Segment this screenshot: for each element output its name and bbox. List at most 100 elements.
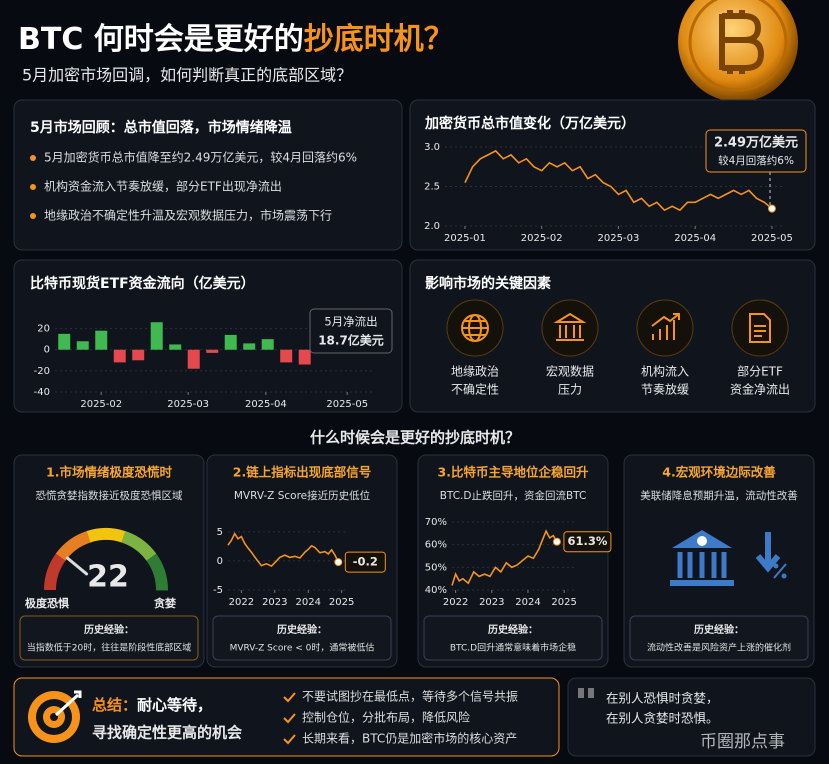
- gauge-band: [146, 553, 168, 591]
- macro-icons: [670, 530, 787, 586]
- history-title: 历史经验：: [488, 623, 538, 636]
- bar: [113, 349, 126, 363]
- card-title: 1.市场情绪极度恐慌时: [46, 465, 172, 480]
- quote: 在别人贪婪时恐惧。: [606, 711, 719, 726]
- check-icons: [283, 692, 296, 745]
- card-desc: 美联储降息预期升温，流动性改善: [640, 489, 798, 502]
- title-highlight: 抄底时机？: [304, 22, 454, 57]
- x-tick-label: 2022: [229, 597, 254, 608]
- line: [451, 529, 558, 586]
- target-icon: [28, 690, 82, 743]
- card: [13, 454, 205, 668]
- card-desc: BTC.D止跌回升，资金回流BTC: [440, 489, 587, 502]
- annotation-box: [705, 129, 807, 173]
- y-tick-label: 3.0: [424, 142, 440, 153]
- history-title: 历史经验：: [694, 623, 744, 636]
- history-text: MVRV-Z Score < 0时，通常被低估: [230, 642, 375, 654]
- history-title: 历史经验：: [277, 623, 327, 636]
- review-title: 5月市场回顾：总市值回落，市场情绪降温: [30, 119, 292, 136]
- summary-bullet: 不要试图抄在最低点，等待多个信号共振: [302, 689, 518, 704]
- gauge-band: [55, 530, 92, 561]
- end-point: [767, 204, 776, 213]
- bar: [298, 349, 311, 365]
- y-tick-label: 70%: [425, 517, 447, 528]
- bullet-dot: [30, 184, 36, 190]
- x-tick-label: 2025: [329, 597, 354, 608]
- review-panel: [13, 99, 403, 251]
- gauge-band: [86, 528, 126, 543]
- summary-bullet: 控制仓位，分批布局，降低风险: [302, 710, 470, 725]
- x-tick-label: 2025-04: [245, 399, 287, 410]
- history-box: [19, 615, 199, 661]
- card-title: 4.宏观环境边际改善: [662, 465, 776, 480]
- y-tick-label: 2.5: [424, 182, 440, 193]
- btcd-chart: 70% 60% 50% 40%2022 2023 2024 2025 61.3%: [425, 517, 612, 608]
- y-tick-label: 20: [37, 324, 50, 335]
- card: [417, 454, 609, 668]
- review-bullet: 5月加密货币总市值降至约2.49万亿美元，较4月回落约6%: [44, 150, 357, 165]
- review-bullet: 机构资金流入节奏放缓，部分ETF出现净流出: [44, 179, 282, 194]
- market-cap-chart: 3.0 2.5 2.0 2025-01 2025-02 2025-03 2025-04 202…: [424, 142, 793, 244]
- bar: [243, 343, 256, 350]
- bar: [95, 330, 108, 350]
- bitcoin-coin: [678, 0, 798, 102]
- bar: [58, 333, 71, 350]
- factor-label: 压力: [558, 383, 582, 397]
- y-tick-label: 40%: [425, 585, 447, 596]
- end-label: -0.2: [353, 555, 378, 569]
- line: [227, 531, 340, 568]
- y-tick-label: 5: [217, 527, 223, 538]
- end-label-box: [563, 531, 612, 553]
- summary-title: 寻找确定性更高的机会: [92, 724, 242, 742]
- x-tick-label: 2025-02: [521, 233, 563, 244]
- factor-label: 资金净流出: [730, 382, 790, 397]
- annotation: 18.7亿美元: [318, 333, 384, 348]
- x-tick-label: 2025-05: [751, 233, 793, 244]
- y-tick-label: -20: [34, 366, 50, 377]
- subtitle: 5月加密市场回调，如何判断真正的底部区域？: [22, 66, 352, 85]
- factor-label: 宏观数据: [546, 364, 594, 379]
- x-tick-label: 2024: [515, 597, 540, 608]
- summary-title: 总结：耐心等待，: [92, 696, 212, 714]
- y-tick-label: 50%: [425, 562, 447, 573]
- card-title: 2.链上指标出现底部信号: [233, 465, 371, 480]
- bullet-dot: [30, 155, 36, 161]
- summary-rest: 耐心等待，: [137, 696, 212, 714]
- watermark: 币圈那点事: [700, 732, 785, 752]
- y-tick-label: 2.0: [424, 221, 440, 232]
- factors-title: 影响市场的关键因素: [425, 275, 551, 292]
- x-tick-label: 2025-03: [167, 399, 209, 410]
- factor-label: 节奏放缓: [641, 382, 689, 397]
- history-box: [629, 615, 809, 661]
- y-tick-label: 60%: [425, 540, 447, 551]
- factor-label: 机构流入: [641, 364, 689, 379]
- bar: [261, 339, 274, 350]
- x-tick-label: 2023: [479, 597, 504, 608]
- factors-panel: [409, 259, 816, 413]
- annotation-box: [309, 308, 393, 354]
- x-tick-label: 2025-03: [598, 233, 640, 244]
- history-box: [212, 615, 392, 661]
- y-tick-label: -40: [34, 387, 50, 398]
- gauge-max-label: 贪婪: [153, 596, 176, 610]
- etf-chart: 20 0 -20 -40 2025-02 2025-03 2025-04 2025-05: [34, 322, 375, 410]
- history-text: 流动性改善是风险资产上涨的催化剂: [647, 642, 791, 654]
- end-point: [552, 537, 561, 546]
- history-box: [423, 615, 603, 661]
- bar: [76, 341, 89, 350]
- annotation: 5月净流出: [324, 315, 377, 329]
- card-desc: 恐慌贪婪指数接近极度恐惧区域: [36, 489, 183, 502]
- summary-lead: 总结：: [92, 696, 137, 714]
- mvrv-chart: 5 0 -5 2022 2023 2024 2025 -0.2: [213, 527, 386, 608]
- gauge-needle: [65, 556, 89, 576]
- title-main: BTC 何时会是更好的: [18, 22, 304, 57]
- annotation: 较4月回落约6%: [718, 154, 794, 167]
- gauge-chart: [44, 528, 168, 591]
- end-point: [334, 558, 343, 567]
- card: [206, 454, 398, 668]
- x-tick-label: 2022: [443, 597, 468, 608]
- bar: [280, 349, 293, 363]
- y-tick-label: 0: [217, 556, 223, 567]
